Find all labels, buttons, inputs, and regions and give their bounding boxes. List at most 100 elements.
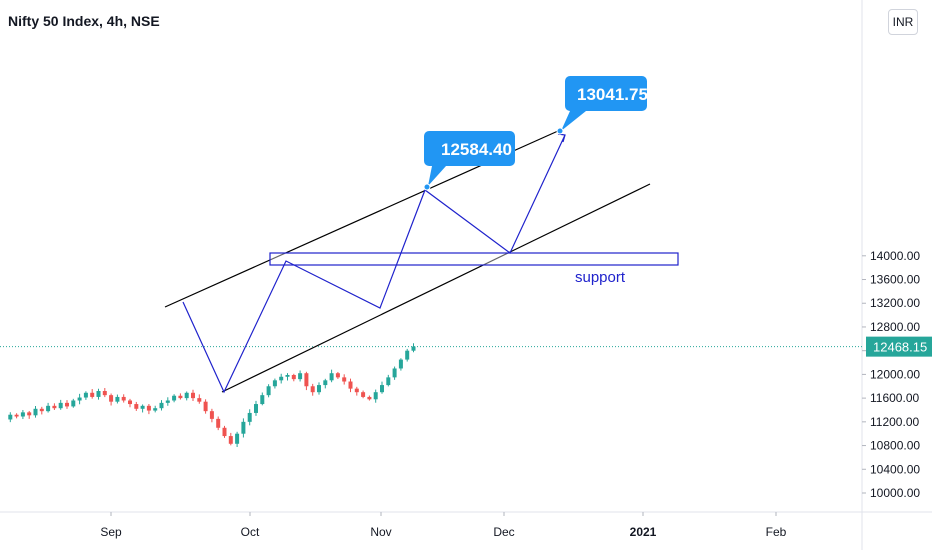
candle-body <box>367 396 372 400</box>
candle-body <box>52 405 57 409</box>
candle-body <box>140 405 145 409</box>
callout-anchor <box>556 127 564 135</box>
candle-body <box>266 386 271 396</box>
candle-body <box>71 400 76 407</box>
candle-body <box>14 414 19 417</box>
last-price-tag: 12468.15 <box>866 336 932 357</box>
candle-body <box>373 392 378 400</box>
candle-body <box>121 396 126 401</box>
candle-body <box>172 395 177 401</box>
candle-body <box>39 408 44 412</box>
y-tick-label: 12800.00 <box>870 320 920 334</box>
candle-body <box>159 402 164 409</box>
candle-body <box>203 401 208 412</box>
candle-body <box>310 386 315 393</box>
candle-body <box>272 380 277 387</box>
candle-body <box>222 427 227 437</box>
candle-body <box>128 400 132 405</box>
support-label: support <box>575 269 626 286</box>
candle-body <box>304 373 309 387</box>
channel-lower-line[interactable] <box>221 183 651 393</box>
candle-body <box>329 373 334 381</box>
candle-body <box>178 395 183 399</box>
callout-bubble <box>561 76 647 131</box>
x-tick-label: Sep <box>100 525 122 539</box>
candle-body <box>165 400 170 403</box>
candle-body <box>405 350 410 360</box>
callout-target1[interactable]: 12584.40 <box>423 131 515 191</box>
candle-body <box>235 433 240 444</box>
candle-body <box>115 396 120 402</box>
last-price-box <box>866 336 932 357</box>
candle-body <box>392 368 397 378</box>
callout-value: 13041.75 <box>577 85 648 104</box>
candle-body <box>77 397 82 401</box>
last-price-label: 12468.15 <box>873 340 927 355</box>
time-axis[interactable]: Sep Oct Nov Dec 2021 Feb <box>100 512 787 539</box>
candle-body <box>335 373 340 378</box>
callout-target2[interactable]: 13041.75 <box>556 76 648 135</box>
candle-body <box>411 346 416 351</box>
callout-value: 12584.40 <box>441 140 512 159</box>
candle-body <box>241 421 246 434</box>
x-tick-label: Nov <box>370 525 391 539</box>
y-tick-label: 13200.00 <box>870 296 920 310</box>
candle-body <box>254 404 258 413</box>
x-tick-label: Dec <box>493 525 514 539</box>
y-tick-label: 12000.00 <box>870 367 920 381</box>
candle-body <box>146 405 151 411</box>
candle-body <box>58 402 63 409</box>
y-tick-label: 10400.00 <box>870 462 920 476</box>
x-tick-label: Oct <box>241 525 260 539</box>
candle-body <box>153 408 158 411</box>
y-tick-label: 10000.00 <box>870 486 920 500</box>
candle-body <box>298 373 303 380</box>
callout-anchor <box>423 183 431 191</box>
candle-body <box>398 359 403 369</box>
candle-body <box>317 385 321 393</box>
support-zone[interactable] <box>269 252 679 266</box>
candle-body <box>8 414 13 420</box>
candle-body <box>361 392 366 397</box>
y-tick-label: 11200.00 <box>870 415 919 429</box>
candle-body <box>191 392 195 399</box>
candle-body <box>102 391 107 396</box>
y-tick-label: 11600.00 <box>870 391 919 405</box>
candle-body <box>46 405 51 412</box>
candle-body <box>209 411 214 419</box>
candle-body <box>184 392 189 399</box>
chart-title: Nifty 50 Index, 4h, NSE <box>8 13 160 29</box>
candle-body <box>380 385 384 393</box>
arrow-head-icon <box>557 133 566 143</box>
candle-body <box>65 402 69 407</box>
candle-body <box>348 381 353 389</box>
candle-body <box>386 377 391 386</box>
candle-body <box>342 377 347 382</box>
wave-path[interactable] <box>182 134 566 394</box>
candle-body <box>96 391 101 397</box>
candle-body <box>83 392 88 398</box>
y-tick-label: 14000.00 <box>870 249 920 263</box>
candle-body <box>27 412 32 416</box>
candle-body <box>354 388 359 393</box>
candle-body <box>260 395 265 405</box>
candles-group <box>8 343 416 448</box>
candle-body <box>216 418 221 428</box>
candle-body <box>20 412 25 417</box>
candle-body <box>197 398 202 402</box>
price-axis[interactable]: 10000.00 10400.00 10800.00 11200.00 11600.00… <box>862 249 920 500</box>
candle-body <box>279 376 284 381</box>
callout-bubble <box>424 131 515 186</box>
candle-body <box>134 404 139 409</box>
candle-body <box>285 374 290 377</box>
y-tick-label: 13600.00 <box>870 273 920 287</box>
candle-body <box>33 408 38 416</box>
currency-button[interactable]: INR <box>888 9 918 35</box>
candle-body <box>228 436 233 444</box>
candle-body <box>247 412 252 422</box>
y-tick-label: 10800.00 <box>870 439 920 453</box>
x-tick-label: Feb <box>766 525 787 539</box>
candle-body <box>90 392 95 397</box>
candle-body <box>323 380 328 386</box>
